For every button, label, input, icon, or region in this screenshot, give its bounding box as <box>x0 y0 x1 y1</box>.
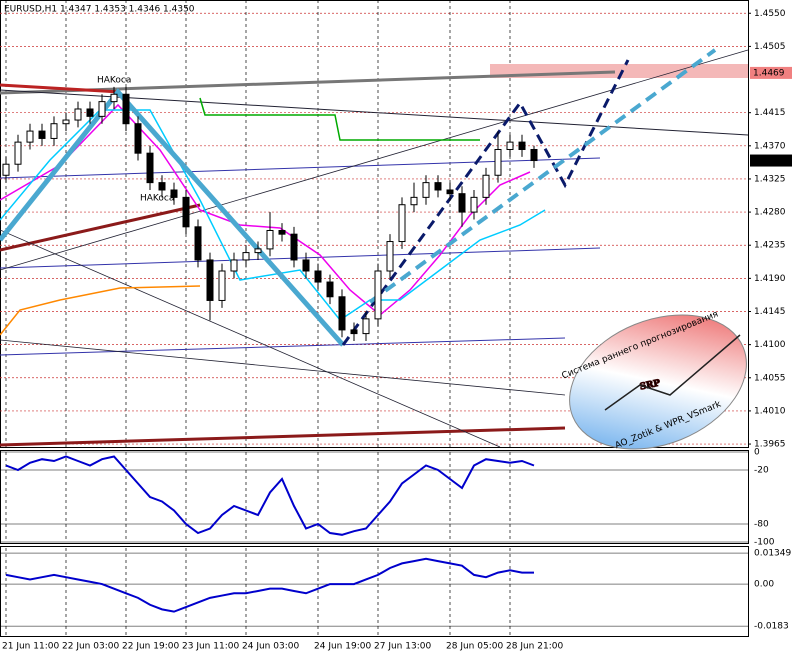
x-tick-label: 28 Jun 21:00 <box>506 642 563 652</box>
candle-body <box>2 163 10 176</box>
annotation: HAKoca <box>140 194 174 204</box>
candle-body <box>254 248 262 254</box>
candle-body <box>362 318 370 335</box>
candle-body <box>266 229 274 250</box>
level-box <box>750 66 792 79</box>
candle-body <box>182 196 190 228</box>
candle-body <box>338 296 346 331</box>
y-tick-label: 1.4550 <box>754 9 786 19</box>
axes: 1.4550 1.4505 1.4415 1.4370 1.4325 1.4280 1.42… <box>2 9 792 652</box>
candle-body <box>470 196 478 213</box>
x-tick-label: 24 Jun 19:00 <box>314 642 371 652</box>
candle-body <box>326 281 334 298</box>
logo-ellipse <box>569 314 747 450</box>
candle-body <box>242 252 250 261</box>
annotation: HAKoca <box>97 76 131 86</box>
candle-body <box>110 93 118 103</box>
level-label: 1.4350 <box>753 156 785 166</box>
candle-body <box>314 270 322 283</box>
candle-body <box>398 204 406 243</box>
x-tick-label: 21 Jun 11:00 <box>2 642 59 652</box>
candle-body <box>86 108 94 117</box>
y-tick-label: 1.4190 <box>754 274 786 284</box>
candle-body <box>146 152 154 184</box>
candle-body <box>302 259 310 272</box>
candle-body <box>494 148 502 176</box>
candle-body <box>14 141 22 165</box>
y-tick-label: 1.4145 <box>754 307 786 317</box>
logo-arrow <box>604 334 741 411</box>
y-tick-label: 1.4010 <box>754 406 786 416</box>
drawing-objects <box>0 48 749 448</box>
y-tick-label: 1.3965 <box>754 440 786 450</box>
candle-body <box>374 270 382 320</box>
candle-body <box>206 259 214 301</box>
y-tick-label: 1.4235 <box>754 241 786 251</box>
y-tick-label: 1.4055 <box>754 373 786 383</box>
frames <box>0 0 749 637</box>
y-tick-label: 0.00 <box>754 580 774 590</box>
logo-mark: SRP <box>639 378 662 392</box>
candle-body <box>446 189 454 195</box>
candle-body <box>290 233 298 261</box>
y-tick-label: 1.4415 <box>754 108 786 118</box>
candle-body <box>98 101 106 117</box>
candle-body <box>170 189 178 198</box>
candle-body <box>74 108 82 121</box>
y-tick-label: 1.4280 <box>754 208 786 218</box>
candle-body <box>134 123 142 154</box>
indicator-line <box>5 557 534 613</box>
y-tick-label: 1.4325 <box>754 174 786 184</box>
candle-body <box>518 141 526 150</box>
candle-body <box>62 119 70 125</box>
candle-body <box>194 226 202 261</box>
candle-body <box>26 130 34 143</box>
candle-body <box>278 229 286 235</box>
y-tick-label: 0 <box>754 448 760 458</box>
x-tick-label: 23 Jun 11:00 <box>182 642 239 652</box>
x-tick-label: 27 Jun 13:00 <box>374 642 431 652</box>
candle-body <box>218 270 226 301</box>
candle-body <box>434 182 442 191</box>
level-label: 1.4469 <box>753 68 785 78</box>
candle-body <box>482 174 490 198</box>
candle-body <box>386 241 394 272</box>
candle-body <box>458 193 466 213</box>
chart-header: EURUSD,H1 1.4347 1.4353 1.4346 1.4350 <box>4 5 195 15</box>
x-tick-label: 24 Jun 03:00 <box>242 642 299 652</box>
y-tick-label: -100 <box>754 538 775 548</box>
y-tick-label: 1.4100 <box>754 340 786 350</box>
candle-body <box>230 259 238 272</box>
candle-body <box>158 182 166 191</box>
y-tick-label: -20 <box>754 466 769 476</box>
y-tick-label: -0.0183 <box>754 622 789 632</box>
candle-body <box>38 130 46 139</box>
candle-body <box>410 196 418 206</box>
candle-body <box>122 93 130 125</box>
x-tick-label: 22 Jun 03:00 <box>62 642 119 652</box>
indicator-line <box>5 455 535 536</box>
y-tick-label: 1.4505 <box>754 42 786 52</box>
level-box <box>750 154 792 167</box>
candles <box>2 86 538 341</box>
candle-body <box>422 182 430 198</box>
y-tick-label: 1.4370 <box>754 141 786 151</box>
y-tick-label: -80 <box>754 520 769 530</box>
candle-body <box>530 148 538 162</box>
indicator-panels <box>0 451 748 627</box>
y-tick-label: 0.01349 <box>754 549 791 559</box>
candle-body <box>506 141 514 150</box>
x-tick-label: 22 Jun 19:00 <box>122 642 179 652</box>
candle-body <box>50 123 58 139</box>
x-tick-label: 28 Jun 05:00 <box>446 642 503 652</box>
candle-body <box>350 329 358 335</box>
